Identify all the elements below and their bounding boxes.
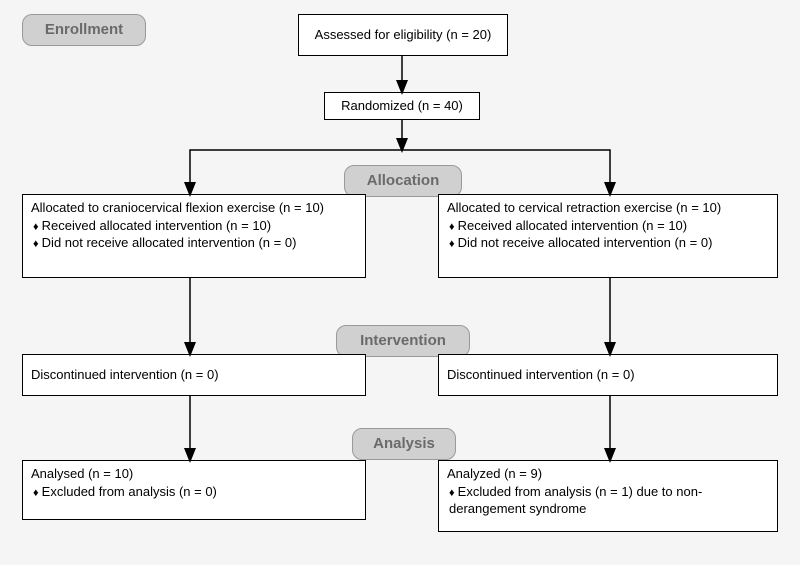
pill-allocation: Allocation: [344, 165, 462, 197]
alloc-right-title: Allocated to cervical retraction exercis…: [447, 199, 769, 217]
an-right-title: Analyzed (n = 9): [447, 465, 769, 483]
box-an-right: Analyzed (n = 9) Excluded from analysis …: [438, 460, 778, 532]
list-item: Excluded from analysis (n = 1) due to no…: [449, 483, 769, 518]
list-item: Did not receive allocated intervention (…: [449, 234, 769, 252]
box-eligibility: Assessed for eligibility (n = 20): [298, 14, 508, 56]
an-left-items: Excluded from analysis (n = 0): [31, 483, 357, 501]
list-item: Received allocated intervention (n = 10): [33, 217, 357, 235]
randomized-text: Randomized (n = 40): [341, 97, 463, 115]
box-alloc-right: Allocated to cervical retraction exercis…: [438, 194, 778, 278]
box-randomized: Randomized (n = 40): [324, 92, 480, 120]
list-item: Received allocated intervention (n = 10): [449, 217, 769, 235]
box-an-left: Analysed (n = 10) Excluded from analysis…: [22, 460, 366, 520]
pill-intervention: Intervention: [336, 325, 470, 357]
list-item: Excluded from analysis (n = 0): [33, 483, 357, 501]
an-left-title: Analysed (n = 10): [31, 465, 357, 483]
alloc-left-title: Allocated to craniocervical flexion exer…: [31, 199, 357, 217]
box-disc-left: Discontinued intervention (n = 0): [22, 354, 366, 396]
eligibility-text: Assessed for eligibility (n = 20): [315, 26, 492, 44]
list-item: Did not receive allocated intervention (…: [33, 234, 357, 252]
disc-left-text: Discontinued intervention (n = 0): [31, 366, 219, 384]
disc-right-text: Discontinued intervention (n = 0): [447, 366, 635, 384]
pill-enrollment: Enrollment: [22, 14, 146, 46]
alloc-left-items: Received allocated intervention (n = 10)…: [31, 217, 357, 253]
alloc-right-items: Received allocated intervention (n = 10)…: [447, 217, 769, 253]
box-alloc-left: Allocated to craniocervical flexion exer…: [22, 194, 366, 278]
an-right-items: Excluded from analysis (n = 1) due to no…: [447, 483, 769, 518]
pill-analysis: Analysis: [352, 428, 456, 460]
box-disc-right: Discontinued intervention (n = 0): [438, 354, 778, 396]
